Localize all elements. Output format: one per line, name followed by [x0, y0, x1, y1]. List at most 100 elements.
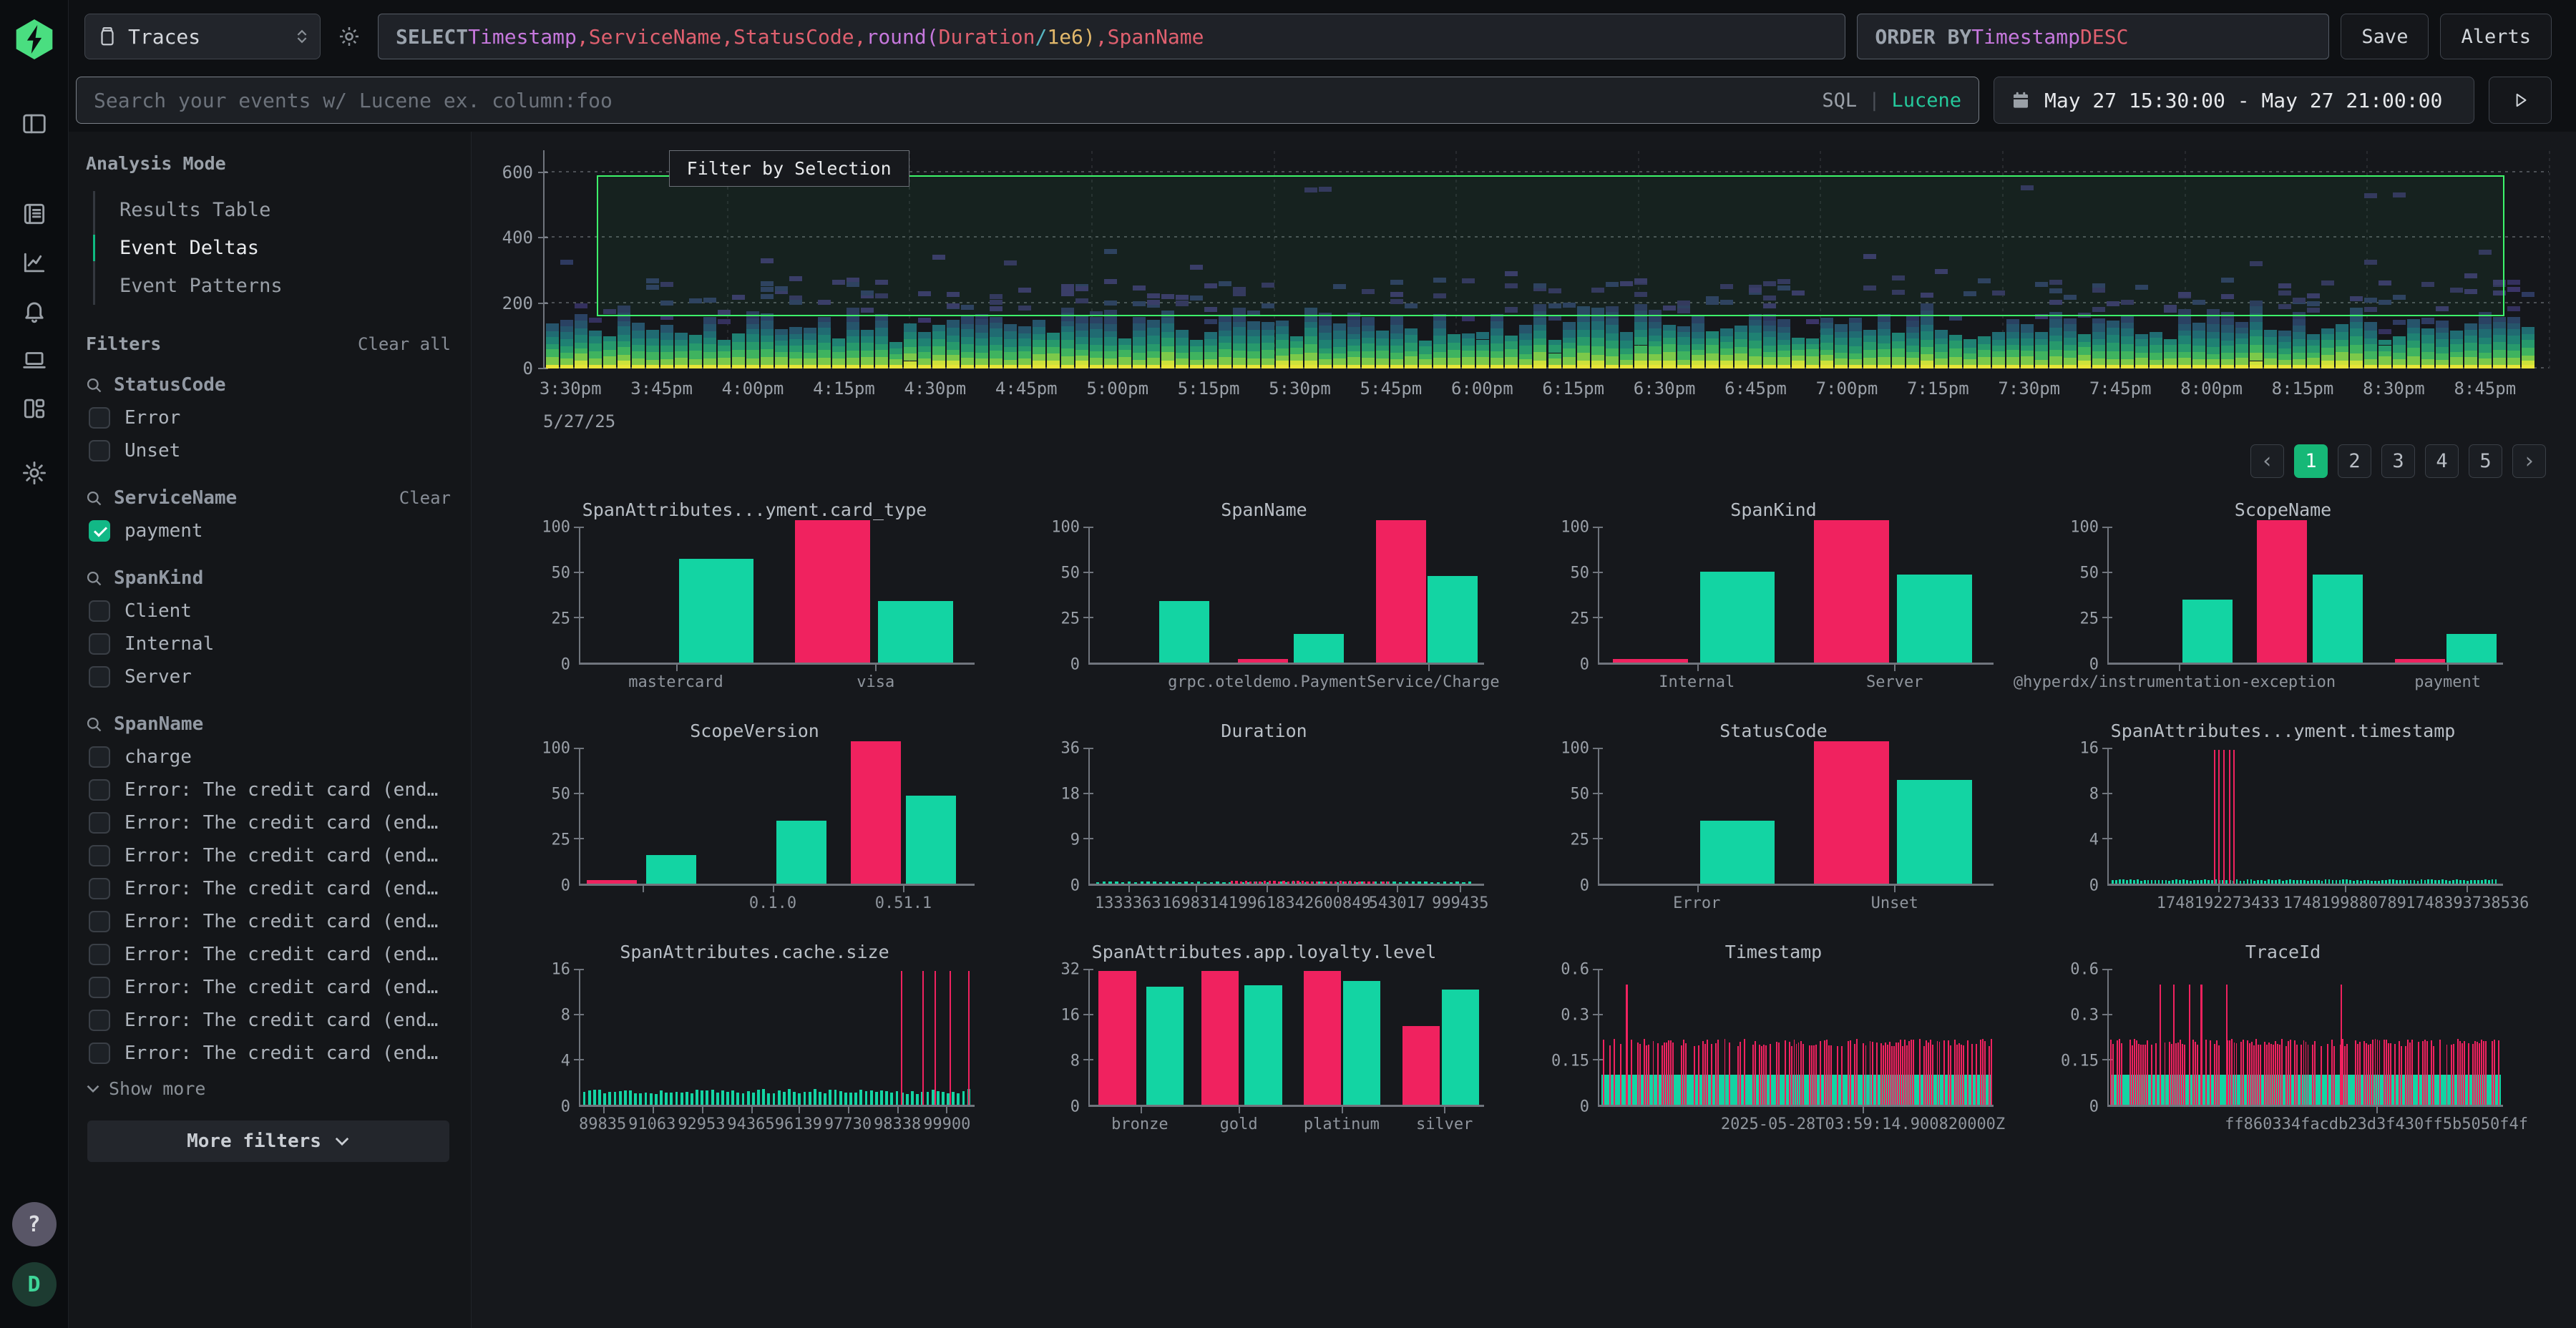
lucene-mode-toggle[interactable]: Lucene	[1891, 89, 1961, 112]
dashboards-icon[interactable]	[20, 394, 49, 423]
chart-pink-comb-bar	[2467, 1043, 2469, 1105]
pagination-page-1[interactable]: 1	[2294, 444, 2328, 478]
checkbox-unchecked[interactable]	[89, 633, 110, 655]
alerts-button[interactable]: Alerts	[2440, 14, 2552, 59]
selection-rectangle[interactable]	[596, 175, 2505, 316]
order-by-input[interactable]: ORDER BY Timestamp DESC	[1857, 14, 2330, 59]
chart-y-tick	[574, 838, 584, 840]
sql-select-input[interactable]: SELECT Timestamp, ServiceName, StatusCode,…	[378, 14, 1846, 59]
chart-x-tick-label: 1333363	[1094, 894, 1161, 912]
filter-option[interactable]: Error: The credit card (end…	[83, 872, 455, 905]
filter-option[interactable]: Error: The credit card (end…	[83, 1004, 455, 1037]
chart-explorer-icon[interactable]	[20, 248, 49, 277]
chart-green-comb-bar	[2193, 879, 2195, 884]
chart-x-tick-label: 0.51.1	[874, 894, 932, 912]
checkbox-unchecked[interactable]	[89, 944, 110, 965]
chart-pink-comb-bar	[1306, 881, 1309, 884]
heatmap-plot[interactable]: Filter by Selection	[538, 150, 2550, 369]
chart-bar-green	[1343, 980, 1381, 1105]
chart-y-tick	[1593, 838, 1603, 840]
checkbox-unchecked[interactable]	[89, 845, 110, 866]
chart-x-tick-label: 0.1.0	[748, 894, 797, 912]
filter-option[interactable]: Error: The credit card (end…	[83, 806, 455, 839]
chart-x-tick	[652, 1107, 654, 1113]
source-settings-gear-icon[interactable]	[332, 24, 366, 49]
checkbox-unchecked[interactable]	[89, 407, 110, 429]
filter-option[interactable]: payment	[83, 514, 455, 547]
pagination-next-button[interactable]: ›	[2512, 444, 2546, 478]
show-more-toggle[interactable]: Show more	[86, 1078, 455, 1099]
chart-x-tick-label: 89835	[579, 1115, 627, 1133]
checkbox-unchecked[interactable]	[89, 1010, 110, 1031]
analysis-mode-event-patterns[interactable]: Event Patterns	[119, 275, 283, 297]
filter-group-clear-link[interactable]: Clear	[399, 488, 451, 508]
settings-gear-icon[interactable]	[20, 459, 49, 487]
chart-pink-comb-bar	[2463, 1040, 2465, 1105]
search-logs-icon[interactable]	[20, 200, 49, 228]
chart-pink-comb-bar	[1800, 1041, 1802, 1105]
filter-option[interactable]: Error: The credit card (end…	[83, 905, 455, 938]
chart-green-comb-bar	[824, 1093, 827, 1105]
pagination-page-3[interactable]: 3	[2381, 444, 2415, 478]
filter-option[interactable]: Error: The credit card (end…	[83, 971, 455, 1004]
filters-title: Filters	[86, 333, 162, 354]
alerts-bell-icon[interactable]	[20, 297, 49, 326]
checkbox-unchecked[interactable]	[89, 1043, 110, 1064]
source-select[interactable]: Traces	[84, 14, 321, 59]
chart-green-comb-bar	[2313, 880, 2316, 884]
chart-y-tick	[1083, 1014, 1093, 1016]
checkbox-unchecked[interactable]	[89, 878, 110, 899]
date-range-picker[interactable]: May 27 15:30:00 - May 27 21:00:00	[1994, 77, 2474, 124]
checkbox-unchecked[interactable]	[89, 812, 110, 834]
checkbox-unchecked[interactable]	[89, 911, 110, 932]
checkbox-unchecked[interactable]	[89, 440, 110, 462]
filter-by-selection-tooltip[interactable]: Filter by Selection	[668, 150, 909, 187]
run-query-button[interactable]	[2489, 77, 2552, 124]
pagination-page-5[interactable]: 5	[2469, 444, 2502, 478]
sql-mode-toggle[interactable]: SQL	[1822, 89, 1858, 112]
filter-option[interactable]: Error: The credit card (end…	[83, 938, 455, 971]
pagination-page-4[interactable]: 4	[2425, 444, 2459, 478]
checkbox-unchecked[interactable]	[89, 600, 110, 622]
heatmap-vgridline	[1820, 150, 1822, 368]
filter-option[interactable]: Error: The credit card (end…	[83, 773, 455, 806]
checkbox-checked[interactable]	[89, 520, 110, 542]
checkbox-unchecked[interactable]	[89, 746, 110, 768]
filter-option[interactable]: Client	[83, 595, 455, 628]
checkbox-unchecked[interactable]	[89, 779, 110, 801]
chart-green-comb-bar	[1443, 881, 1447, 884]
filter-option[interactable]: Server	[83, 660, 455, 693]
pagination-prev-button[interactable]: ‹	[2250, 444, 2284, 478]
sessions-laptop-icon[interactable]	[20, 346, 49, 374]
help-button[interactable]: ?	[11, 1202, 57, 1246]
filter-option[interactable]: Internal	[83, 628, 455, 660]
analysis-mode-event-deltas[interactable]: Event Deltas	[93, 229, 455, 267]
analysis-mode-results-table[interactable]: Results Table	[119, 199, 271, 221]
checkbox-unchecked[interactable]	[89, 977, 110, 998]
chart-y-tick-label: 0.6	[2070, 960, 2099, 979]
clear-all-link[interactable]: Clear all	[357, 333, 451, 354]
chart-green-comb-bar	[1184, 882, 1188, 884]
more-filters-button[interactable]: More filters	[87, 1120, 449, 1162]
filter-option[interactable]: Error: The credit card (end…	[83, 1037, 455, 1070]
chart-pink-comb-bar	[2218, 1045, 2220, 1105]
chart-green-comb-bar	[1140, 881, 1143, 884]
chart-pink-comb-bar	[1841, 1046, 1843, 1105]
checkbox-unchecked[interactable]	[89, 666, 110, 688]
chart-pink-comb-bar	[1906, 1045, 1908, 1105]
panel-toggle-icon[interactable]	[20, 109, 49, 138]
hyperdx-logo-icon[interactable]	[11, 16, 57, 62]
save-button[interactable]: Save	[2341, 14, 2429, 59]
chart-green-comb-bar	[2391, 879, 2394, 884]
filter-option[interactable]: Unset	[83, 434, 455, 467]
filter-option[interactable]: Error	[83, 401, 455, 434]
chart-duration: Duration 0 9 18 36 1333363 1698314 19961834 2600…	[1044, 721, 1489, 920]
filter-option[interactable]: charge	[83, 741, 455, 773]
search-input[interactable]: Search your events w/ Lucene ex. column:…	[76, 77, 1979, 124]
pagination-page-2[interactable]: 2	[2338, 444, 2371, 478]
chart-pink-comb-bar	[2140, 1044, 2142, 1105]
chart-x-axis: 1333363 1698314 19961834 2600849 543017 99943…	[1088, 894, 1489, 920]
chart-y-tick	[1083, 572, 1093, 574]
user-avatar[interactable]: D	[11, 1262, 57, 1307]
filter-option[interactable]: Error: The credit card (end…	[83, 839, 455, 872]
